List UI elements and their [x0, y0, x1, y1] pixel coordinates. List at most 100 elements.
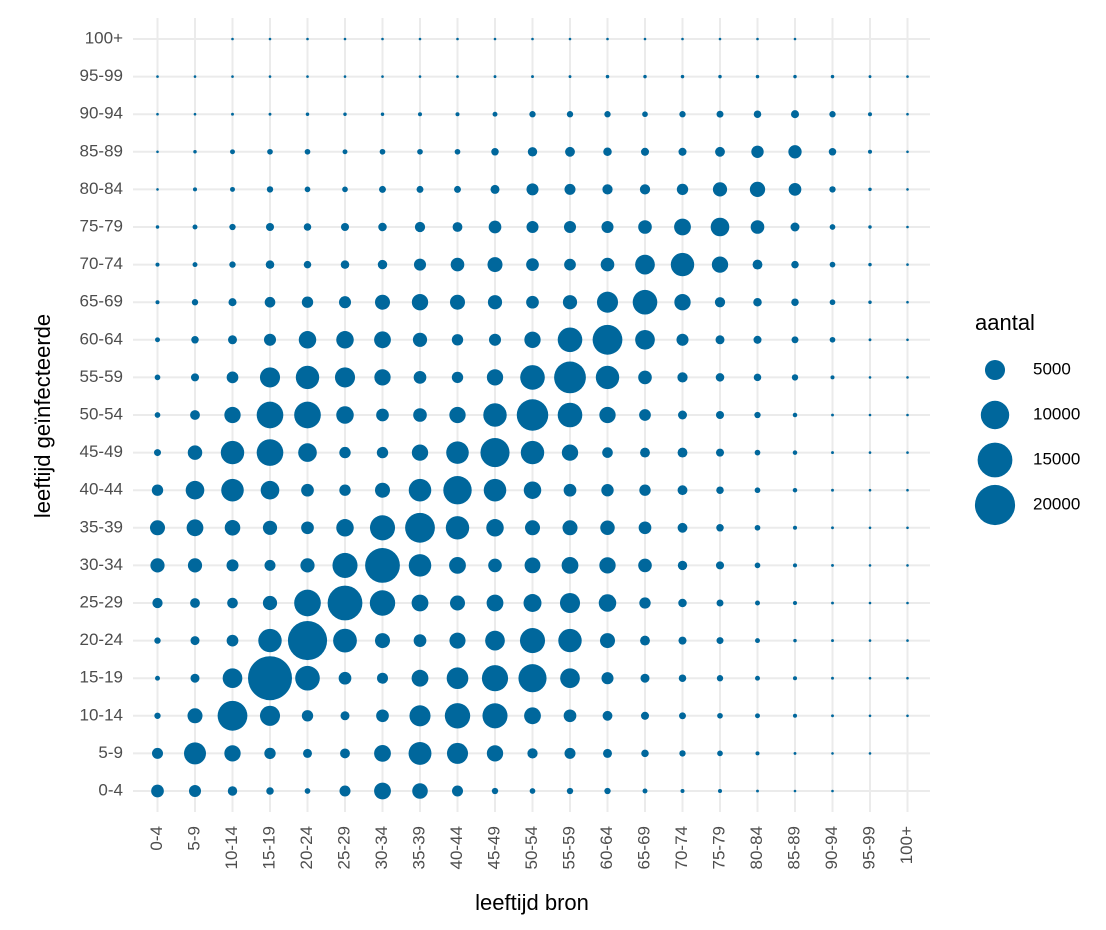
y-tick-label: 65-69 [80, 292, 123, 311]
x-tick-label: 55-59 [559, 826, 578, 869]
y-tick-label: 45-49 [80, 442, 123, 461]
bubble [603, 147, 612, 157]
bubble [379, 148, 386, 155]
bubble [524, 520, 541, 536]
y-tick-label: 15-19 [80, 668, 123, 687]
bubble [793, 751, 797, 755]
legend-title: aantal [975, 310, 1035, 335]
bubble [230, 149, 235, 155]
bubble [156, 150, 159, 154]
bubble [716, 486, 724, 494]
bubble [754, 449, 761, 456]
x-tick-label: 70-74 [672, 826, 691, 869]
bubble [519, 628, 546, 654]
bubble [294, 401, 321, 429]
bubble [340, 748, 350, 759]
x-tick-label: 15-19 [259, 826, 278, 869]
x-tick-label: 30-34 [372, 826, 391, 869]
bubble [906, 263, 909, 266]
y-tick-label: 35-39 [80, 517, 123, 536]
bubbles [149, 37, 909, 800]
bubble [154, 412, 161, 418]
bubble [714, 297, 726, 308]
bubble [831, 639, 834, 643]
bubble [301, 521, 314, 535]
bubble [679, 750, 686, 757]
bubble [754, 562, 761, 569]
bubble [674, 294, 691, 311]
bubble [792, 412, 798, 418]
bubble [227, 786, 238, 796]
bubble [185, 480, 205, 500]
bubble [486, 594, 504, 612]
bubble [906, 338, 909, 342]
bubble [482, 703, 508, 729]
x-tick-label: 45-49 [484, 826, 503, 869]
bubble [155, 337, 160, 343]
bubble [632, 289, 658, 315]
bubble [643, 37, 647, 41]
bubble [263, 333, 277, 346]
x-tick-label: 60-64 [597, 826, 616, 869]
bubble [186, 519, 204, 537]
bubble [152, 747, 163, 759]
bubble [867, 112, 873, 117]
legend-label: 10000 [1033, 404, 1080, 423]
bubble [488, 333, 502, 346]
bubble [640, 447, 650, 458]
bubble [755, 74, 760, 79]
bubble [221, 478, 244, 502]
bubble [792, 487, 798, 493]
bubble [868, 526, 872, 530]
bubble [228, 335, 237, 345]
bubble [374, 369, 391, 386]
y-tick-label: 10-14 [80, 705, 123, 724]
bubble [568, 75, 572, 79]
bubble [456, 75, 459, 78]
bubble [564, 183, 576, 195]
bubble [339, 446, 351, 459]
bubble [906, 188, 909, 191]
bubble [487, 295, 503, 310]
bubble [301, 710, 314, 722]
bubble [369, 590, 396, 616]
bubble [408, 554, 432, 577]
bubble [414, 221, 426, 233]
bubble [642, 111, 648, 118]
bubble [716, 110, 724, 118]
bubble [717, 750, 723, 757]
bubble [417, 112, 423, 117]
bubble [677, 372, 688, 383]
bubble [906, 75, 909, 78]
bubble [711, 256, 729, 273]
bubble [638, 558, 652, 573]
bubble [710, 217, 730, 237]
bubble [374, 745, 391, 762]
bubble [674, 218, 691, 236]
bubble [868, 75, 872, 79]
bubble [523, 594, 542, 612]
bubble [411, 669, 429, 687]
bubble [868, 376, 872, 379]
bubble [454, 185, 461, 193]
bubble [712, 182, 728, 197]
bubble [304, 788, 311, 794]
bubble [755, 751, 760, 756]
bubble [455, 112, 460, 117]
bubble [336, 406, 354, 424]
bubble [677, 560, 688, 571]
bubble [678, 147, 687, 156]
bubble [868, 338, 872, 342]
bubble [416, 185, 424, 193]
bubble [640, 673, 650, 683]
bubble [599, 557, 616, 574]
bubble [304, 148, 311, 155]
bubble [486, 745, 504, 762]
bubble [265, 260, 275, 269]
bubble [526, 183, 539, 196]
bubble [224, 520, 241, 536]
bubble [190, 636, 200, 646]
bubble [715, 335, 725, 345]
bubble [640, 147, 650, 156]
bubble [340, 222, 350, 232]
